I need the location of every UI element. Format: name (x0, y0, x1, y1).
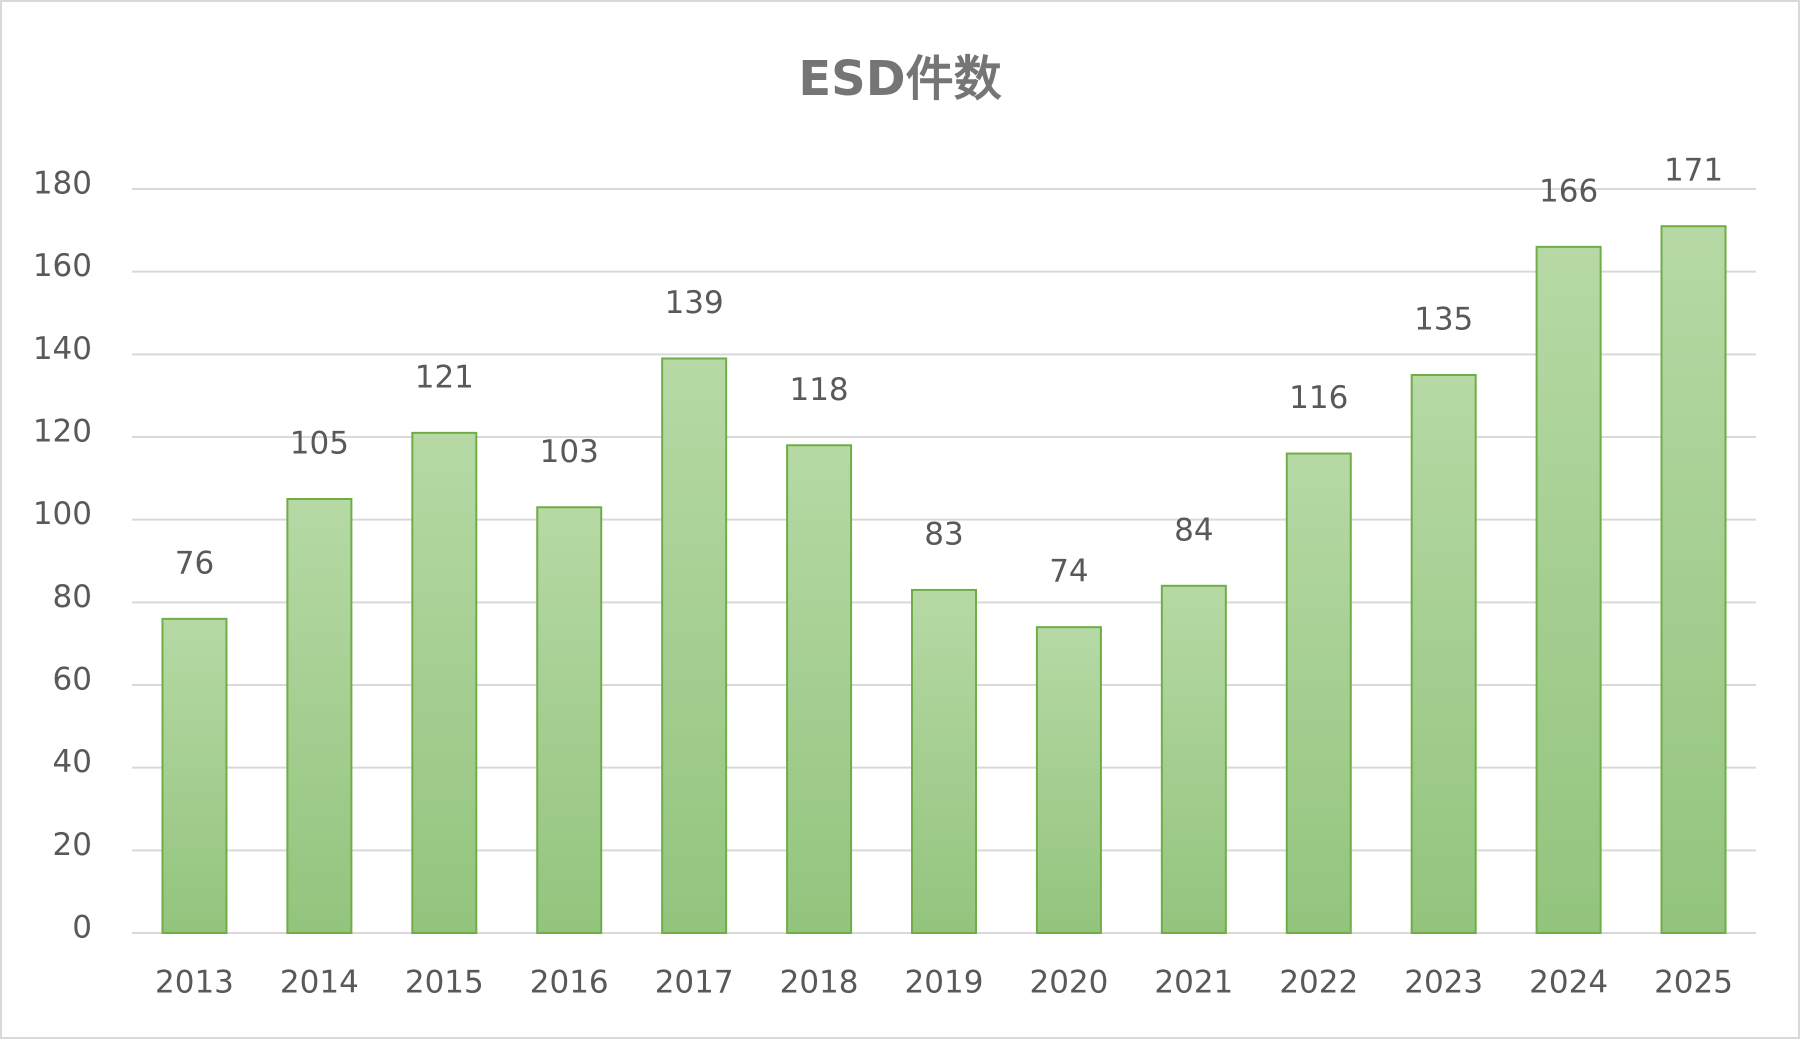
x-tick-label: 2022 (1279, 965, 1358, 1001)
data-label: 171 (1664, 153, 1723, 189)
bar (1160, 584, 1227, 934)
bar (411, 431, 478, 934)
data-label: 83 (924, 516, 963, 552)
y-tick-label: 80 (53, 579, 92, 615)
x-tick-label: 2013 (155, 965, 234, 1001)
data-label: 166 (1539, 173, 1598, 209)
bar (1410, 374, 1477, 934)
data-label: 116 (1289, 380, 1348, 416)
data-label: 76 (175, 545, 214, 581)
y-tick-label: 100 (33, 496, 92, 532)
x-tick-label: 2016 (530, 965, 609, 1001)
bar (536, 506, 603, 934)
x-tick-label: 2021 (1154, 965, 1233, 1001)
bar (1035, 626, 1102, 935)
y-tick-label: 160 (33, 248, 92, 284)
x-tick-label: 2015 (405, 965, 484, 1001)
x-tick-label: 2024 (1529, 965, 1608, 1001)
y-tick-label: 140 (33, 331, 92, 367)
data-label: 103 (540, 434, 599, 470)
bar (1535, 245, 1602, 935)
bar (1285, 452, 1352, 934)
y-tick-label: 20 (53, 827, 92, 863)
data-label: 84 (1174, 512, 1213, 548)
bar (911, 588, 977, 935)
data-label: 139 (665, 285, 724, 321)
bar (1660, 225, 1727, 934)
x-tick-label: 2023 (1404, 965, 1483, 1001)
x-tick-label: 2018 (780, 965, 859, 1001)
data-label: 135 (1414, 302, 1473, 338)
y-tick-label: 120 (33, 414, 92, 450)
y-tick-label: 40 (53, 744, 92, 780)
x-tick-label: 2019 (905, 965, 984, 1001)
bar (661, 357, 728, 934)
bar (161, 617, 228, 934)
data-label: 118 (789, 372, 848, 408)
bar (286, 498, 353, 934)
y-tick-label: 60 (53, 662, 92, 698)
x-tick-label: 2025 (1654, 965, 1733, 1001)
y-tick-label: 0 (72, 910, 92, 946)
y-tick-label: 180 (33, 166, 92, 202)
data-label: 121 (415, 359, 474, 395)
data-label: 74 (1049, 554, 1088, 590)
data-label: 105 (290, 426, 349, 462)
bar (786, 444, 853, 934)
x-tick-label: 2014 (280, 965, 359, 1001)
x-tick-label: 2020 (1029, 965, 1108, 1001)
chart-title: ESD件数 (798, 51, 1001, 107)
x-tick-label: 2017 (655, 965, 734, 1001)
